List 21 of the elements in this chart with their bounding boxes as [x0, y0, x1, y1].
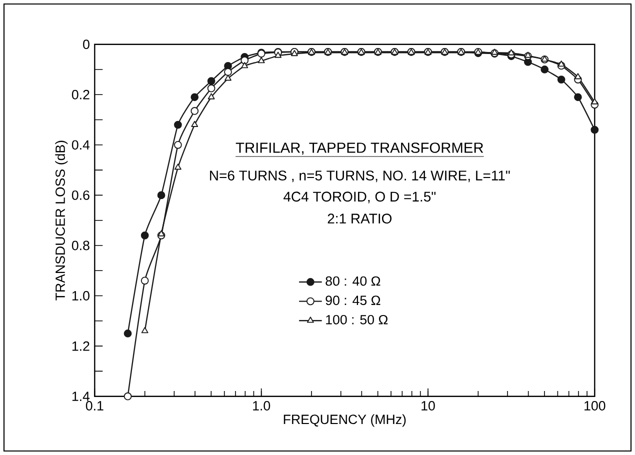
annotation: N=6 TURNS , n=5 TURNS, NO. 14 WIRE, L=11"	[210, 170, 510, 182]
legend-label: 100 : 50 Ω	[326, 314, 388, 324]
y-tick-label: 1.0	[72, 291, 90, 300]
y-tick-label: 0	[83, 40, 90, 50]
x-tick-label: 10	[422, 401, 435, 410]
x-axis-title: FREQUENCY (MHz)	[284, 414, 406, 427]
y-tick-label: 0.6	[72, 190, 90, 200]
x-tick-label: 100	[584, 401, 606, 410]
y-tick-label: 1.2	[72, 341, 90, 351]
y-tick-label: 0.2	[72, 90, 90, 100]
x-tick-label: 0.1	[86, 401, 104, 410]
annotation: TRIFILAR, TAPPED TRANSFORMER	[236, 142, 484, 155]
annotation: 2:1 RATIO	[328, 214, 392, 224]
x-tick-label: 1.0	[253, 401, 270, 410]
y-axis-title: TRANSDUCER LOSS (dB)	[55, 140, 68, 300]
legend-label: 80 : 40 Ω	[326, 276, 380, 286]
annotation: 4C4 TOROID, O D =1.5"	[284, 192, 436, 204]
y-tick-label: 0.4	[72, 140, 90, 150]
legend-label: 90 : 45 Ω	[326, 296, 380, 306]
y-tick-label: 1.4	[72, 392, 90, 401]
y-tick-label: 0.8	[72, 240, 90, 250]
